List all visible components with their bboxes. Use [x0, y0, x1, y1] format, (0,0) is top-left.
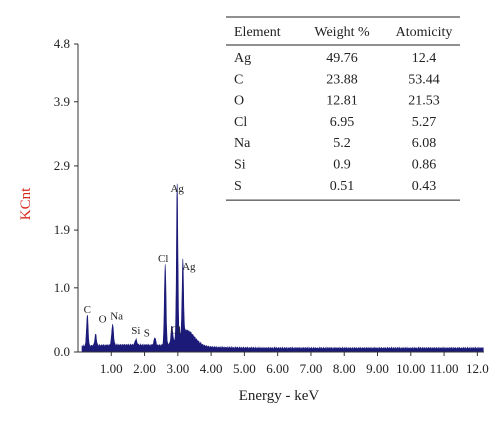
peak-label-si: Si: [131, 325, 140, 337]
table-header-cell: Atomicity: [396, 25, 453, 40]
table-background: [226, 17, 460, 195]
x-tick-label: 12.0: [466, 361, 489, 376]
peak-label-na: Na: [110, 310, 123, 322]
x-tick-label: 5.00: [233, 361, 256, 376]
spectrum-series: [81, 183, 484, 353]
x-axis-title: Energy - keV: [239, 388, 320, 404]
table-cell: O: [234, 94, 244, 109]
table-cell: C: [234, 72, 243, 87]
peak-label-cl: Cl: [158, 253, 168, 265]
table-cell: 6.95: [330, 115, 355, 130]
y-tick-label: 3.9: [54, 94, 70, 109]
table-cell: 0.51: [330, 179, 355, 194]
table-cell: S: [234, 179, 242, 194]
x-tick-label: 6.00: [266, 361, 289, 376]
table-cell: 6.08: [412, 136, 437, 151]
peak-label-ag: Ag: [170, 183, 184, 195]
x-tick-label: 1.00: [100, 361, 123, 376]
peak-label-ag: Ag: [182, 261, 196, 273]
table-cell: 5.27: [412, 115, 437, 130]
axes: 0.0 1.0 1.9 2.9 3.9 4.8 1.00 2.00 3.00 4.00 5.00 6.…: [54, 36, 489, 376]
x-tick-label: 2.00: [133, 361, 156, 376]
table-cell: 0.9: [333, 158, 351, 173]
peak-label-s: S: [144, 327, 150, 339]
table-cell: Si: [234, 158, 246, 173]
y-tick-label: 4.8: [54, 36, 70, 51]
table-cell: Na: [234, 136, 251, 151]
table-cell: 21.53: [408, 94, 440, 109]
table-cell: 12.81: [326, 94, 358, 109]
table-header-cell: Weight %: [314, 25, 370, 40]
table-cell: 53.44: [408, 72, 440, 87]
table-cell: 12.4: [412, 51, 437, 66]
y-axis-title: KCnt: [18, 187, 34, 220]
x-tick-label: 10.00: [396, 361, 425, 376]
table-cell: Ag: [234, 51, 251, 66]
x-tick-label: 4.00: [200, 361, 223, 376]
y-tick-label: 2.9: [54, 158, 70, 173]
table-cell: 0.43: [412, 179, 437, 194]
peak-label-o: O: [99, 313, 107, 325]
x-tick-label: 8.00: [333, 361, 356, 376]
x-tick-label: 11.00: [430, 361, 459, 376]
peak-label-cl: Cl: [171, 324, 181, 336]
table-cell: 0.86: [412, 158, 437, 173]
table-header-cell: Element: [234, 25, 281, 40]
y-tick-label: 1.0: [54, 280, 70, 295]
table-cell: 49.76: [326, 51, 358, 66]
peak-labels: CO Na Si S Cl Cl Ag Ag: [84, 183, 196, 339]
y-tick-label: 1.9: [54, 222, 70, 237]
y-tick-label: 0.0: [54, 344, 70, 359]
spectrum-area: [81, 183, 484, 353]
table-cell: 23.88: [326, 72, 358, 87]
x-tick-label: 7.00: [300, 361, 323, 376]
composition-table: Element Weight % Atomicity Ag 49.76 12.4 C 23.8…: [226, 16, 460, 201]
table-cell: Cl: [234, 115, 247, 130]
table-cell: 5.2: [333, 136, 351, 151]
x-tick-label: 3.00: [166, 361, 189, 376]
peak-label-c: C: [84, 304, 91, 316]
x-tick-label: 9.00: [366, 361, 389, 376]
